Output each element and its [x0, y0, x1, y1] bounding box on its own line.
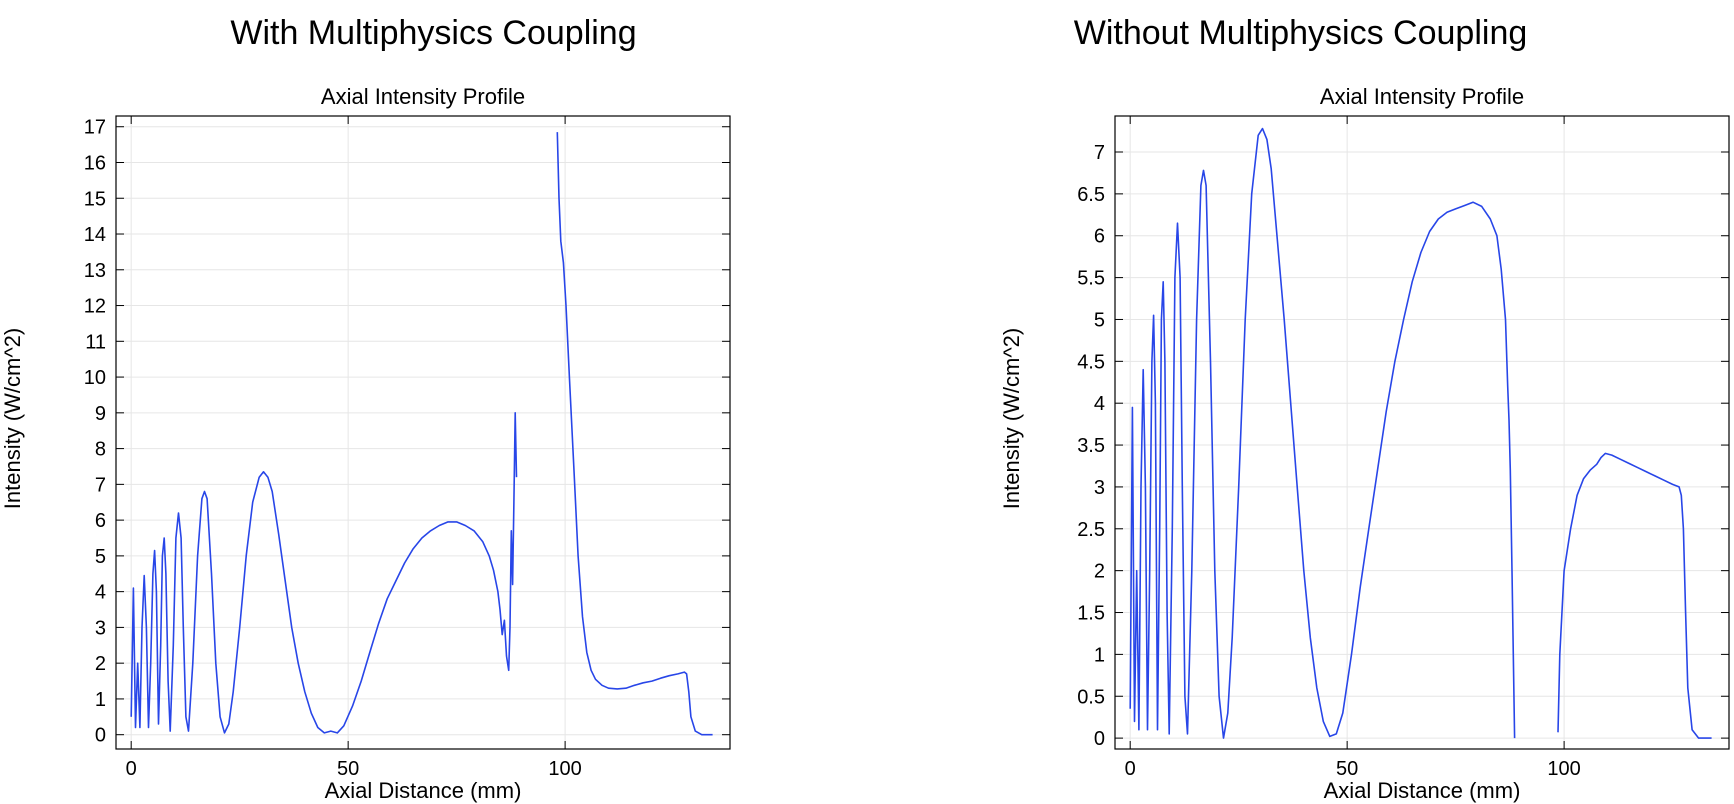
series-line — [556, 132, 713, 736]
y-axis-label: Intensity (W/cm^2) — [0, 328, 25, 509]
chart-title: Axial Intensity Profile — [321, 84, 525, 109]
x-tick-label: 0 — [126, 758, 137, 780]
x-tick-label: 50 — [1336, 758, 1358, 780]
y-tick-label: 8 — [95, 439, 106, 461]
y-tick-label: 2 — [95, 653, 106, 675]
x-axis-label: Axial Distance (mm) — [325, 778, 522, 803]
y-tick-label: 17 — [84, 117, 106, 139]
y-tick-label: 9 — [95, 403, 106, 425]
y-tick-label: 4 — [95, 582, 106, 604]
chart-title: Axial Intensity Profile — [1320, 84, 1524, 109]
x-tick-label: 100 — [548, 758, 581, 780]
right-panel: Without Multiphysics Coupling 0 50 100 0 0.5… — [867, 0, 1734, 804]
x-tick-label: 100 — [1547, 758, 1580, 780]
y-tick-label: 0 — [1094, 728, 1105, 750]
y-axis-label: Intensity (W/cm^2) — [999, 328, 1024, 509]
y-tick-label: 4 — [1094, 393, 1105, 415]
y-tick-label: 6 — [1094, 226, 1105, 248]
left-panel: With Multiphysics Coupling 0 50 100 0 1 2 3 4 5 6… — [0, 14, 731, 803]
y-tick-label: 14 — [84, 224, 106, 246]
y-tick-label: 2 — [1094, 561, 1105, 583]
y-tick-label: 7 — [1094, 142, 1105, 164]
plot-frame — [115, 115, 731, 750]
panel-title: With Multiphysics Coupling — [230, 14, 637, 52]
y-tick-label: 4.5 — [1077, 351, 1105, 373]
y-tick-label: 6.5 — [1077, 184, 1105, 206]
y-tick-label: 13 — [84, 260, 106, 282]
y-tick-label: 3 — [95, 617, 106, 639]
y-tick-label: 16 — [84, 152, 106, 174]
y-tick-label: 5 — [1094, 309, 1105, 331]
series-line — [1557, 452, 1712, 739]
y-tick-label: 2.5 — [1077, 519, 1105, 541]
y-tick-label: 7 — [95, 474, 106, 496]
y-tick-label: 5.5 — [1077, 268, 1105, 290]
y-tick-label: 0.5 — [1077, 686, 1105, 708]
panel-title: Without Multiphysics Coupling — [1073, 14, 1528, 52]
series-line — [1129, 127, 1516, 739]
x-tick-label: 0 — [1125, 758, 1136, 780]
y-tick-label: 3.5 — [1077, 435, 1105, 457]
y-tick-label: 1.5 — [1077, 603, 1105, 625]
y-tick-label: 12 — [84, 296, 106, 318]
y-tick-label: 10 — [84, 367, 106, 389]
y-tick-label: 6 — [95, 510, 106, 532]
y-tick-label: 0 — [95, 725, 106, 747]
y-tick-label: 1 — [1094, 644, 1105, 666]
y-tick-label: 3 — [1094, 477, 1105, 499]
y-tick-label: 15 — [84, 188, 106, 210]
x-tick-label: 50 — [337, 758, 359, 780]
series-line — [130, 412, 518, 734]
y-tick-label: 1 — [95, 689, 106, 711]
chart-without-coupling: 0 50 100 0 0.5 1 1.5 2 2.5 3 3.5 4 4.5 5 5.5 6 6.5 7 Axial… — [999, 84, 1730, 803]
x-axis-label: Axial Distance (mm) — [1324, 778, 1521, 803]
y-tick-label: 11 — [85, 331, 106, 353]
plot-frame — [1114, 115, 1730, 750]
y-tick-label: 5 — [95, 546, 106, 568]
